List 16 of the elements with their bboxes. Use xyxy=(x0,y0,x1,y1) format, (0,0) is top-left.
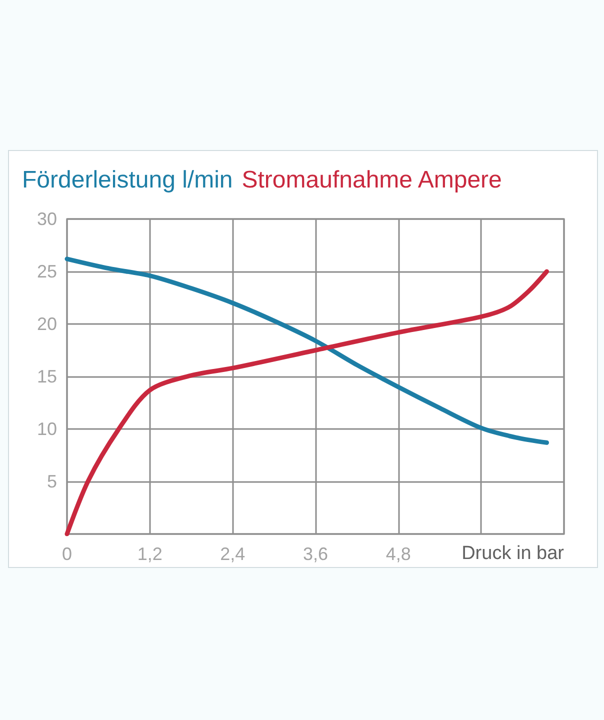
x-tick-label: 2,4 xyxy=(220,544,246,564)
x-axis-title: Druck in bar xyxy=(462,543,565,564)
text: Förderleistung l/min xyxy=(22,166,233,194)
y-tick-label: 20 xyxy=(36,314,57,334)
line-series xyxy=(64,256,549,445)
y-tick-label: 5 xyxy=(46,472,57,492)
x-tick-label: 1,2 xyxy=(137,544,162,564)
x-tick-label: 4,8 xyxy=(386,544,411,564)
y-tick-label: 25 xyxy=(36,262,57,282)
x-tick-label: 3,6 xyxy=(302,544,328,564)
x-tick-label: 0 xyxy=(62,544,72,564)
text: Stromaufnahme Ampere xyxy=(242,166,502,194)
line-series xyxy=(64,269,549,536)
y-tick-label: 30 xyxy=(36,209,57,229)
y-tick-label: 15 xyxy=(36,366,57,386)
y-tick-label: 10 xyxy=(36,419,57,439)
